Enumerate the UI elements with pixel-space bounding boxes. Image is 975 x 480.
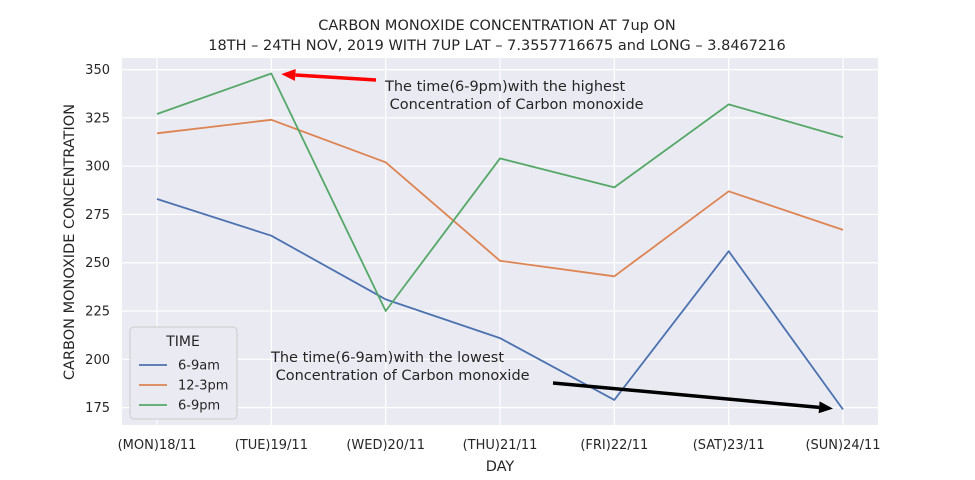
annotation-lowest-line-2: Concentration of Carbon monoxide xyxy=(271,368,530,384)
legend: TIME 6-9am 12-3pm 6-9pm xyxy=(129,326,238,420)
x-tick-label: (SAT)23/11 xyxy=(693,438,765,453)
series-line-6-9pm xyxy=(156,72,844,312)
annotation-lowest-line-1: The time(6-9am)with the lowest xyxy=(270,350,504,366)
y-axis-ticks: 175 200 225 250 275 300 325 350 xyxy=(85,63,110,416)
y-tick-label: 325 xyxy=(85,111,110,126)
x-tick-label: (FRI)22/11 xyxy=(580,438,648,453)
annotation-arrow-head xyxy=(818,401,833,414)
y-axis-label: CARBON MONOXIDE CONCENTRATION xyxy=(62,104,78,380)
annotation-highest-line-2: Concentration of Carbon monoxide xyxy=(385,97,644,113)
annotation-highest: The time(6-9pm)with the highest Concentr… xyxy=(384,79,644,113)
y-tick-label: 250 xyxy=(85,256,110,271)
series-line-6-9am xyxy=(156,198,844,411)
y-tick-label: 225 xyxy=(85,305,110,320)
x-tick-label: (WED)20/11 xyxy=(346,438,425,453)
series-lines xyxy=(156,72,844,411)
x-axis-ticks: (MON)18/11 (TUE)19/11 (WED)20/11 (THU)21/11… xyxy=(118,438,881,453)
y-tick-label: 350 xyxy=(85,63,110,78)
series-line-12-3pm xyxy=(156,118,844,278)
legend-entry-6-9am: 6-9am xyxy=(178,359,220,374)
annotation-arrow-shaft xyxy=(295,73,377,82)
x-tick-label: (MON)18/11 xyxy=(118,438,197,453)
gridlines xyxy=(122,58,878,425)
annotation-arrow-head xyxy=(281,69,296,81)
y-tick-label: 300 xyxy=(85,160,110,175)
annotation-lowest: The time(6-9am)with the lowest Concentra… xyxy=(270,350,530,384)
chart-title-line-1: CARBON MONOXIDE CONCENTRATION AT 7up ON xyxy=(318,18,676,34)
annotation-highest-line-1: The time(6-9pm)with the highest xyxy=(384,79,626,95)
y-tick-label: 200 xyxy=(85,353,110,368)
x-axis-label: DAY xyxy=(486,459,515,475)
legend-entry-12-3pm: 12-3pm xyxy=(178,379,228,394)
legend-box xyxy=(129,326,238,420)
legend-entry-6-9pm: 6-9pm xyxy=(178,399,220,414)
legend-items: 6-9am 12-3pm 6-9pm xyxy=(139,359,228,414)
y-tick-label: 175 xyxy=(85,401,110,416)
annotation-arrows xyxy=(281,69,833,414)
y-tick-label: 275 xyxy=(85,208,110,223)
chart-title-line-2: 18TH – 24TH NOV, 2019 WITH 7UP LAT – 7.3… xyxy=(208,38,785,54)
annotation-arrow-shaft xyxy=(552,381,820,410)
x-tick-label: (THU)21/11 xyxy=(463,438,538,453)
x-tick-label: (TUE)19/11 xyxy=(235,438,308,453)
x-tick-label: (SUN)24/11 xyxy=(805,438,880,453)
legend-title: TIME xyxy=(165,334,200,350)
